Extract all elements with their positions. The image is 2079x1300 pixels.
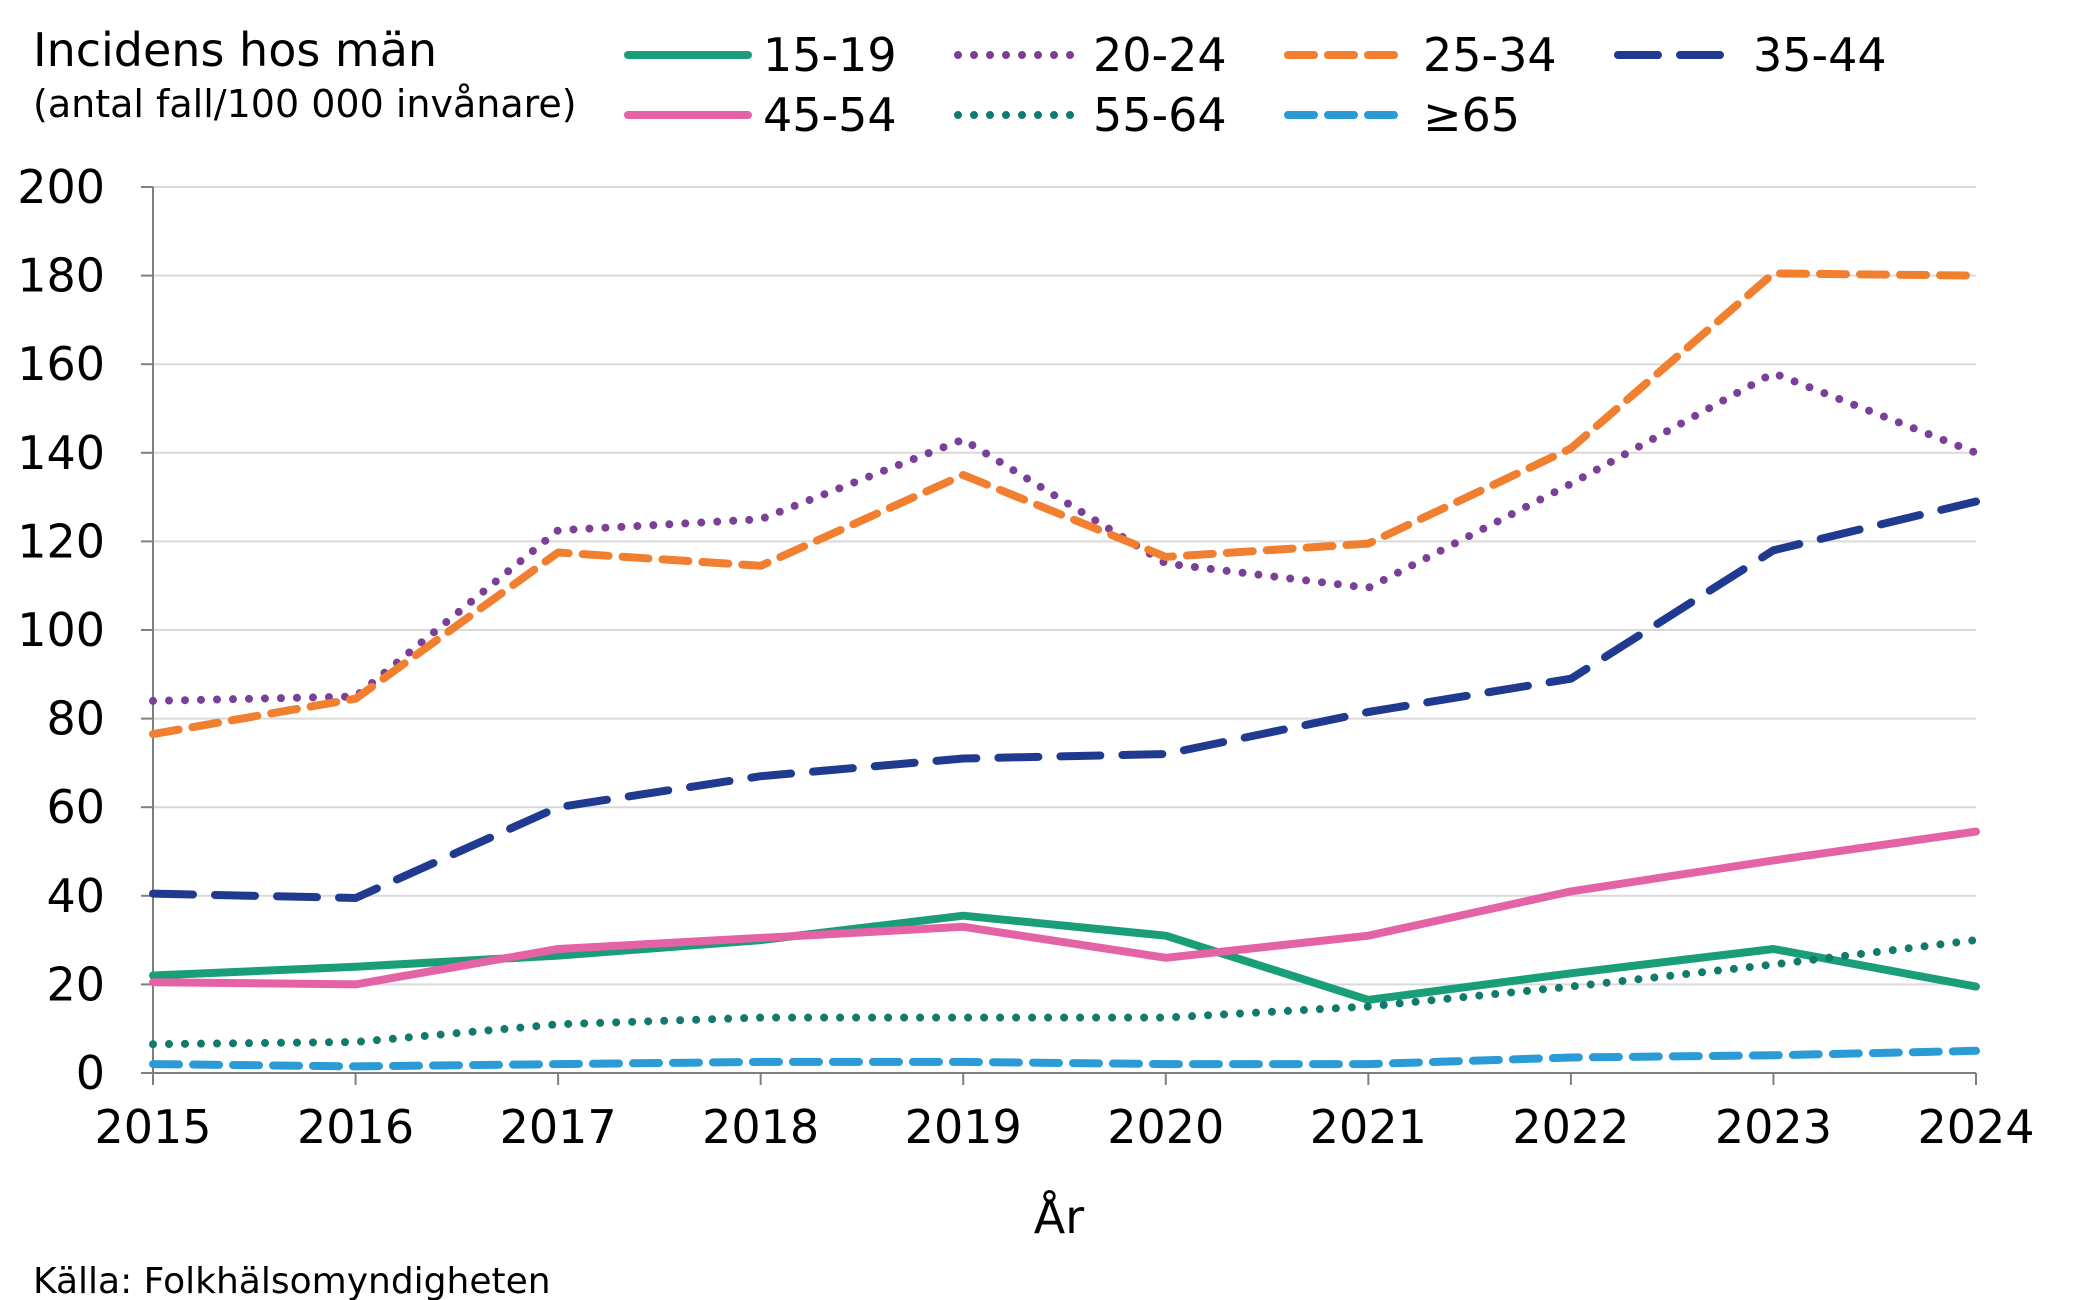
y-tick-label: 40 (46, 869, 105, 923)
x-tick-label: 2016 (297, 1100, 414, 1154)
source-note: Källa: Folkhälsomyndigheten (33, 1261, 551, 1300)
chart-title: Incidens hos män (33, 23, 437, 77)
x-tick-label: 2022 (1512, 1100, 1629, 1154)
y-tick-label: 140 (17, 426, 105, 480)
legend-label-≥65: ≥65 (1423, 88, 1520, 142)
y-tick-label: 160 (17, 337, 105, 391)
legend-label-45-54: 45-54 (763, 88, 897, 142)
legend-label-15-19: 15-19 (763, 28, 897, 82)
y-tick-labels: 0 20 40 60 80 100 120 140 160 180 200 (17, 160, 105, 1100)
axes (152, 187, 1977, 1085)
y-tick-label: 0 (76, 1046, 105, 1100)
series-line-≥65 (149, 1046, 1980, 1071)
series-line-15-19 (149, 911, 1980, 1004)
series-line-20-24 (149, 369, 1980, 705)
legend-label-55-64: 55-64 (1093, 88, 1227, 142)
legend-label-25-34: 25-34 (1423, 28, 1557, 82)
x-tick-label: 2024 (1917, 1100, 2034, 1154)
y-tick-label: 20 (46, 957, 105, 1011)
x-tick-label: 2018 (702, 1100, 819, 1154)
series-line-35-44 (149, 497, 1980, 902)
y-tick-label: 100 (17, 603, 105, 657)
gridlines (141, 186, 1976, 1074)
x-axis-title: År (1034, 1190, 1084, 1244)
series-line-25-34 (149, 269, 1980, 739)
series-line-45-54 (149, 827, 1980, 989)
x-tick-label: 2021 (1310, 1100, 1427, 1154)
x-tick-labels: 2015 2016 2017 2018 2019 2020 2021 2022 2023 2024 (94, 1100, 2034, 1154)
series-line-55-64 (149, 936, 1980, 1049)
y-tick-label: 80 (46, 692, 105, 746)
series-lines (149, 269, 1980, 1071)
y-tick-label: 120 (17, 514, 105, 568)
x-tick-label: 2023 (1715, 1100, 1832, 1154)
x-tick-label: 2020 (1107, 1100, 1224, 1154)
x-tick-label: 2019 (905, 1100, 1022, 1154)
legend-label-20-24: 20-24 (1093, 28, 1227, 82)
x-tick-label: 2015 (94, 1100, 211, 1154)
y-tick-label: 60 (46, 780, 105, 834)
legend: 15-19 20-24 25-34 35-44 45-54 55-64 ≥65 (624, 28, 1887, 142)
y-tick-label: 180 (17, 249, 105, 303)
chart-subtitle: (antal fall/100 000 invånare) (33, 82, 577, 126)
legend-label-35-44: 35-44 (1753, 28, 1887, 82)
x-tick-label: 2017 (500, 1100, 617, 1154)
y-tick-label: 200 (17, 160, 105, 214)
